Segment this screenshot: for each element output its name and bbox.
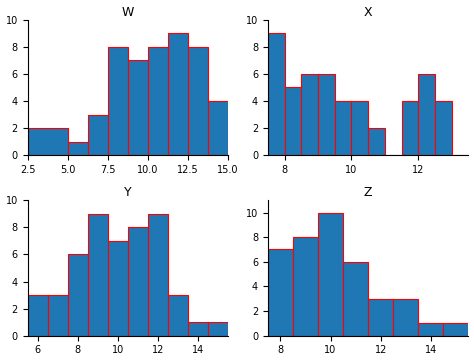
Bar <box>188 322 208 336</box>
Bar <box>393 299 418 336</box>
Title: Y: Y <box>124 186 132 199</box>
Bar <box>293 237 318 336</box>
Bar <box>68 142 88 155</box>
Bar <box>208 101 228 155</box>
Bar <box>108 47 128 155</box>
Bar <box>368 299 393 336</box>
Bar <box>343 262 368 336</box>
Bar <box>418 74 435 155</box>
Bar <box>27 295 47 336</box>
Bar <box>418 323 443 336</box>
Bar <box>401 101 418 155</box>
Bar <box>168 33 188 155</box>
Bar <box>88 114 108 155</box>
Bar <box>443 323 468 336</box>
Bar <box>128 60 148 155</box>
Bar <box>335 101 351 155</box>
Bar <box>318 213 343 336</box>
Title: X: X <box>364 5 373 18</box>
Bar <box>68 255 88 336</box>
Bar <box>351 101 368 155</box>
Bar <box>47 295 68 336</box>
Bar <box>318 74 335 155</box>
Bar <box>27 128 68 155</box>
Title: Z: Z <box>364 186 373 199</box>
Bar <box>268 33 284 155</box>
Bar <box>435 101 452 155</box>
Bar <box>148 214 168 336</box>
Bar <box>368 128 385 155</box>
Bar <box>88 214 108 336</box>
Bar <box>284 87 301 155</box>
Bar <box>301 74 318 155</box>
Bar <box>168 295 188 336</box>
Bar <box>188 47 208 155</box>
Bar <box>108 241 128 336</box>
Title: W: W <box>122 5 134 18</box>
Bar <box>148 47 168 155</box>
Bar <box>268 249 293 336</box>
Bar <box>128 227 148 336</box>
Bar <box>208 322 228 336</box>
